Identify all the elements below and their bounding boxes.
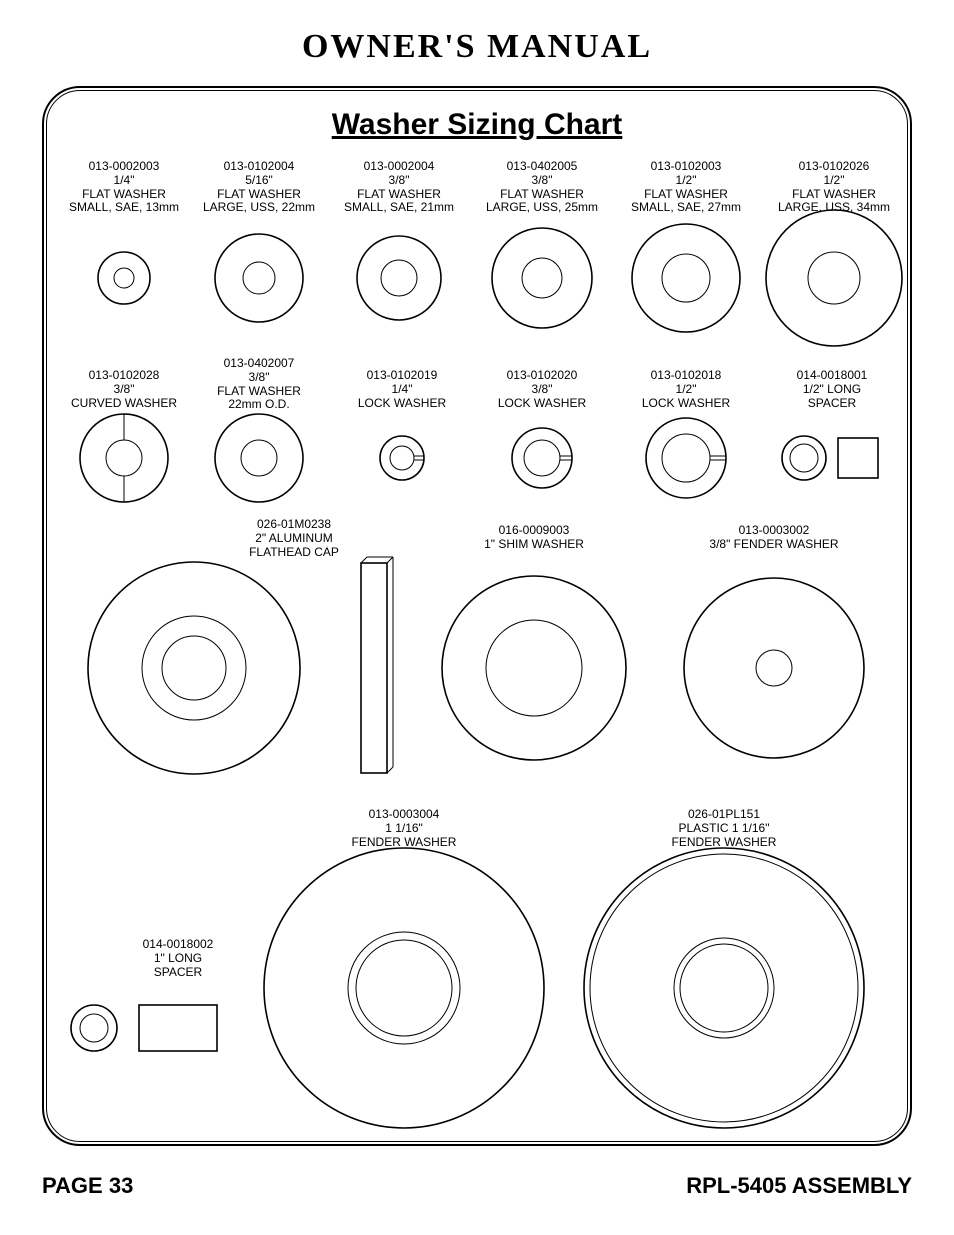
part-label: 013-0003004 1 1/16" FENDER WASHER	[324, 808, 484, 849]
part-label: 016-0009003 1" SHIM WASHER	[444, 524, 624, 552]
part-label: 013-0102018 1/2" LOCK WASHER	[626, 369, 746, 410]
part-label: 013-0102028 3/8" CURVED WASHER	[59, 369, 189, 410]
part-label: 026-01M0238 2" ALUMINUM FLATHEAD CAP	[214, 518, 374, 559]
part-label: 026-01PL151 PLASTIC 1 1/16" FENDER WASHE…	[639, 808, 809, 849]
washer-diagram	[44, 88, 914, 1148]
part-label: 014-0018002 1" LONG SPACER	[123, 938, 233, 979]
footer-assembly: RPL-5405 ASSEMBLY	[686, 1173, 912, 1199]
part-label: 014-0018001 1/2" LONG SPACER	[772, 369, 892, 410]
part-label: 013-0102026 1/2" FLAT WASHER LARGE, USS,…	[764, 160, 904, 215]
part-label: 013-0402005 3/8" FLAT WASHER LARGE, USS,…	[472, 160, 612, 215]
footer-page: PAGE 33	[42, 1173, 133, 1199]
part-label: 013-0102020 3/8" LOCK WASHER	[482, 369, 602, 410]
chart-frame: Washer Sizing Chart 013-0002003 1/4" FLA…	[42, 86, 912, 1146]
part-label: 013-0402007 3/8" FLAT WASHER 22mm O.D.	[194, 357, 324, 412]
part-label: 013-0002004 3/8" FLAT WASHER SMALL, SAE,…	[329, 160, 469, 215]
part-label: 013-0002003 1/4" FLAT WASHER SMALL, SAE,…	[54, 160, 194, 215]
part-label: 013-0102003 1/2" FLAT WASHER SMALL, SAE,…	[616, 160, 756, 215]
part-label: 013-0003002 3/8" FENDER WASHER	[684, 524, 864, 552]
part-label: 013-0102004 5/16" FLAT WASHER LARGE, USS…	[189, 160, 329, 215]
part-label: 013-0102019 1/4" LOCK WASHER	[342, 369, 462, 410]
page-header: OWNER'S MANUAL	[0, 0, 954, 66]
